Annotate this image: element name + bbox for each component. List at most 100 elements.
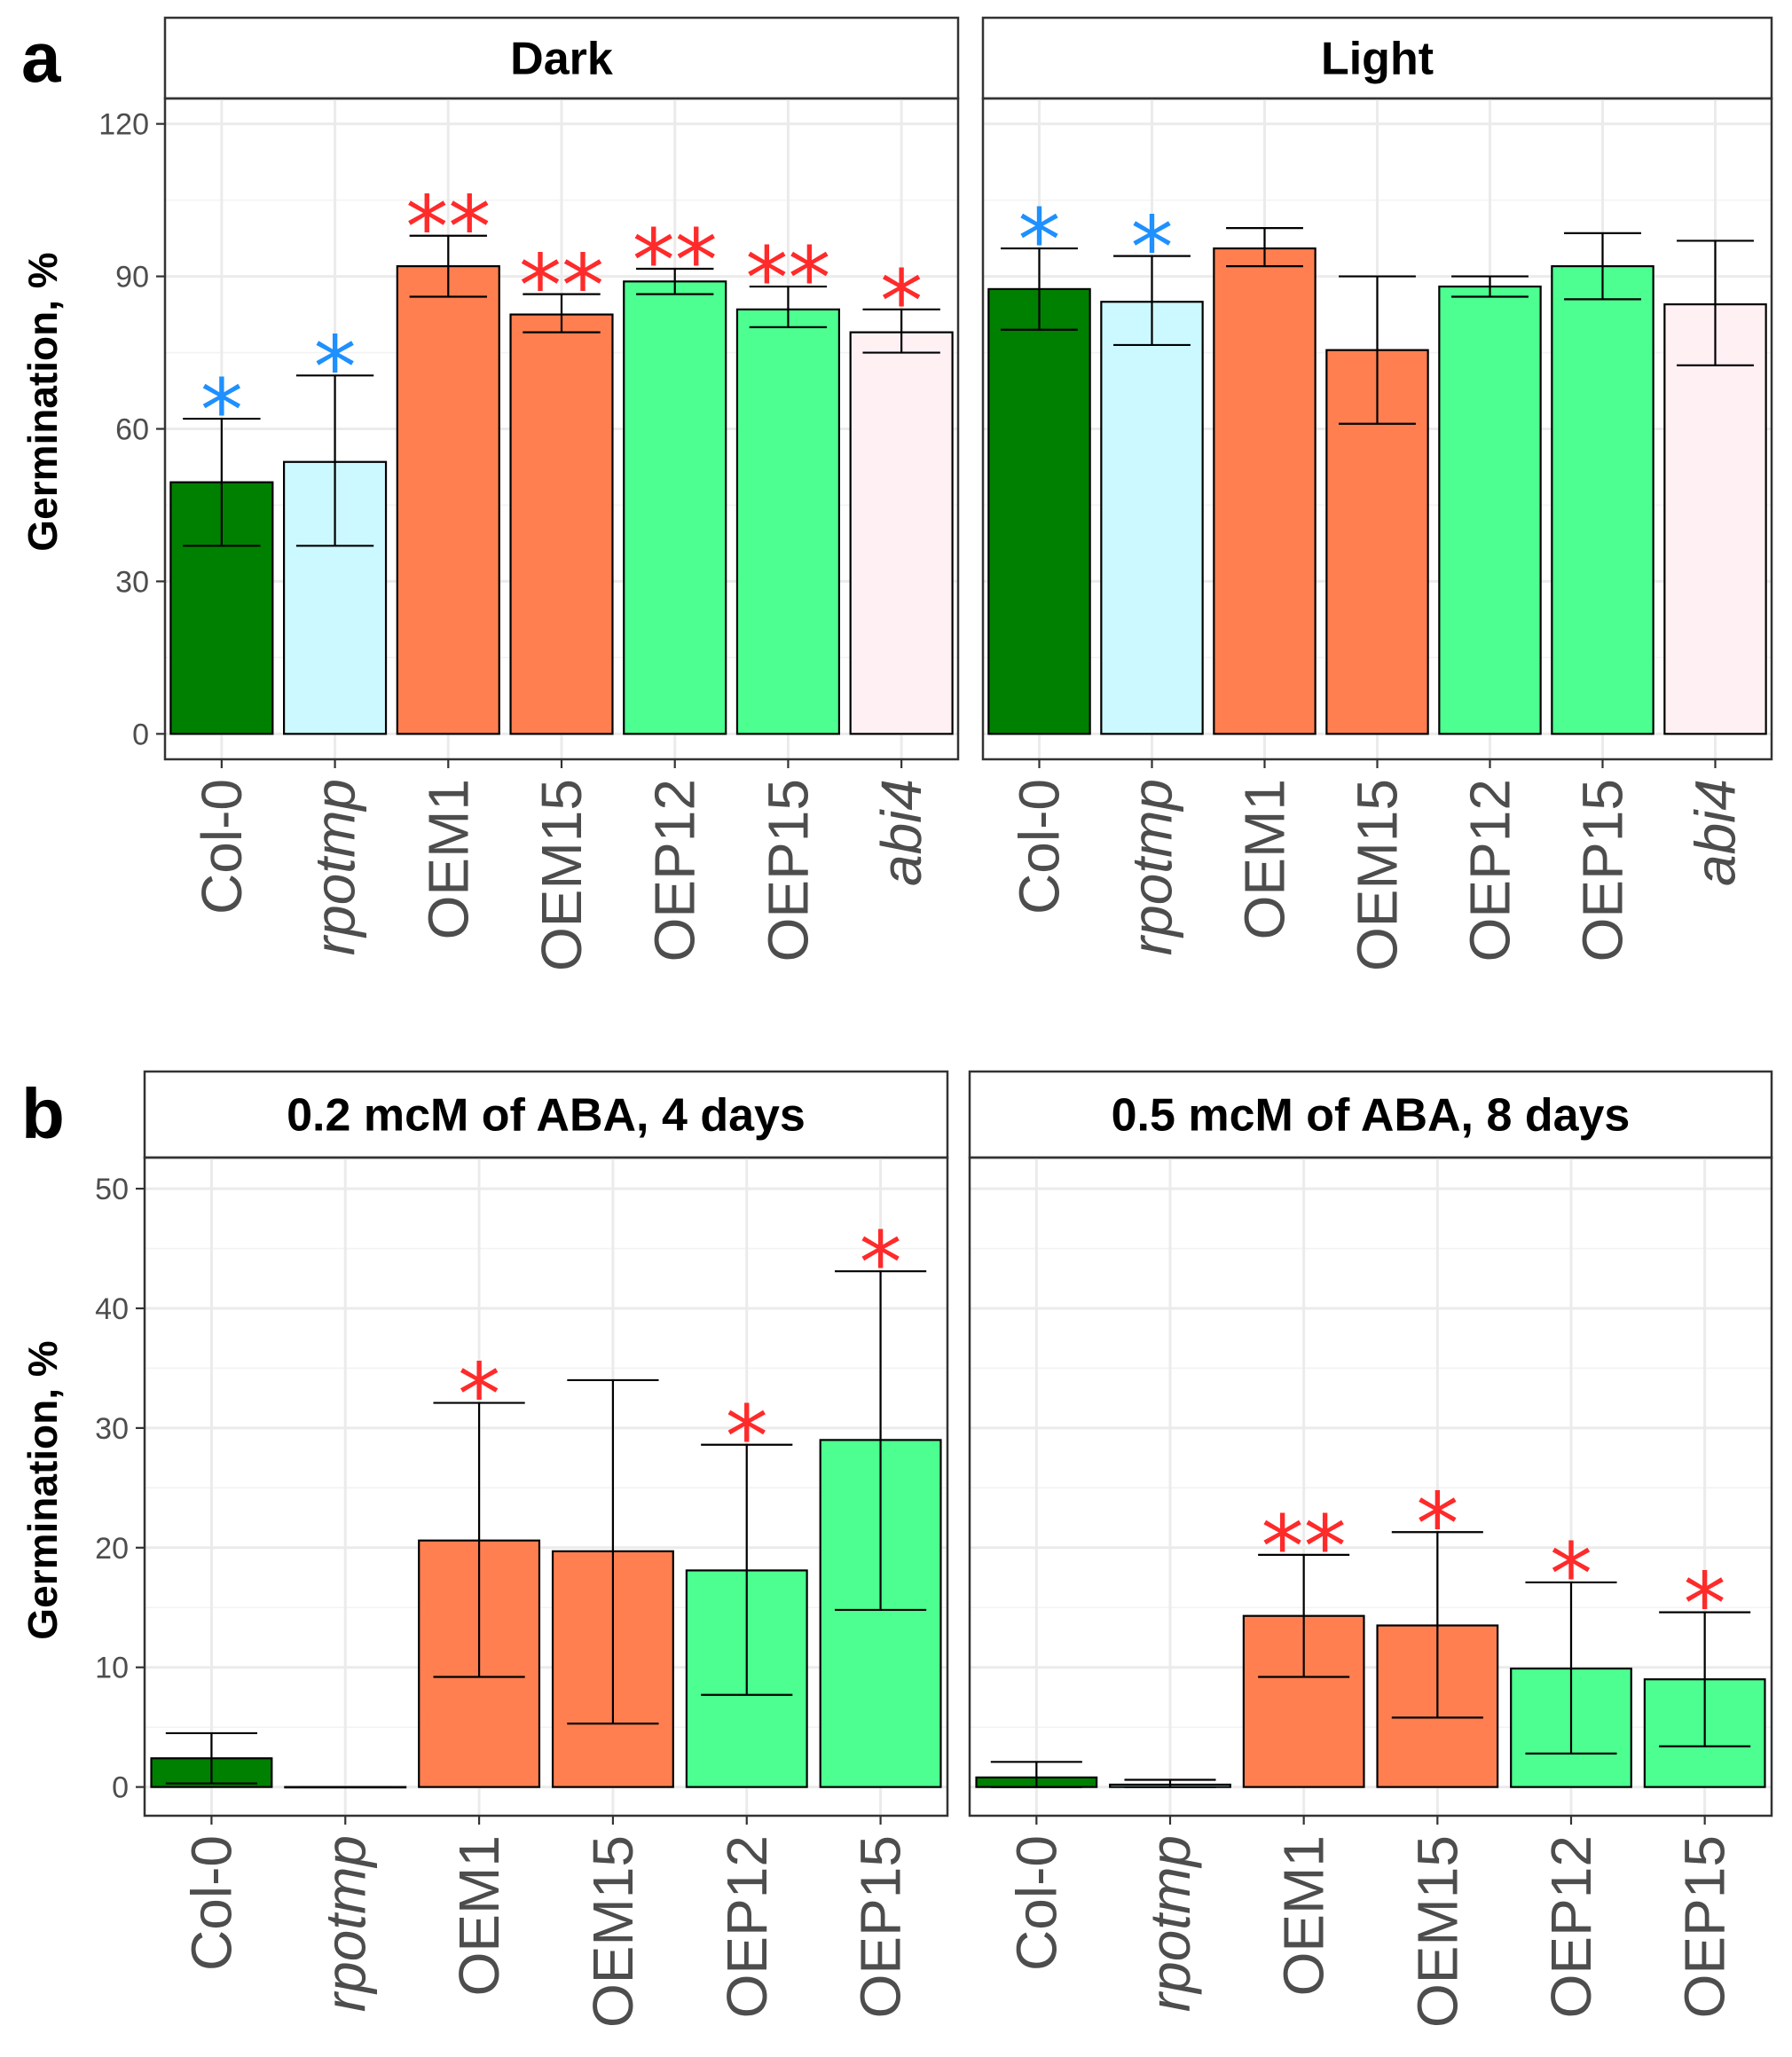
panel-label-b: b	[21, 1074, 65, 1153]
error-bar-OEP15	[834, 1270, 927, 1612]
error-bar-OEM1	[1258, 1553, 1350, 1678]
significance-abi4: *	[880, 252, 923, 351]
y-tick-label: 20	[95, 1532, 129, 1566]
x-tick-label-rpotmp: rpotmp	[313, 1835, 377, 2012]
significance-OEM15: *	[1416, 1474, 1458, 1574]
x-tick-label-OEM15: OEM15	[1405, 1835, 1469, 2028]
error-bar-OEM1	[1226, 227, 1303, 268]
significance-OEM1: **	[405, 178, 491, 278]
x-tick-label-OEM1: OEM1	[416, 779, 480, 939]
bar-OEP12	[623, 280, 727, 735]
error-bar-OEP12	[1525, 1581, 1617, 1755]
error-bar-Col-0	[990, 1761, 1082, 1788]
error-bar-OEP15	[749, 285, 828, 328]
significance-OEM15: **	[519, 237, 604, 336]
error-bar-OEM15	[1339, 275, 1416, 425]
strip-title: Dark	[510, 34, 613, 85]
significance-rpotmp: *	[314, 318, 357, 417]
strip-header	[968, 1070, 1773, 1159]
strip-header	[163, 16, 960, 100]
error-bar-Col-0	[165, 1731, 258, 1785]
panel-frame	[143, 1156, 949, 1818]
bar-OEM1	[396, 265, 500, 735]
bar-abi4	[849, 331, 954, 735]
x-tick-label-OEM1: OEM1	[1233, 779, 1297, 939]
strip-header	[143, 1070, 949, 1159]
y-tick-label: 50	[95, 1173, 129, 1206]
error-bar-rpotmp	[295, 374, 374, 547]
error-bar-OEM1	[409, 234, 487, 298]
x-tick-label-rpotmp: rpotmp	[1120, 779, 1184, 955]
bar-OEP15	[735, 308, 841, 735]
bar-OEM1	[1213, 247, 1316, 735]
bar-rpotmp	[1100, 301, 1204, 735]
error-bar-OEP15	[1564, 232, 1641, 301]
y-tick-label: 120	[98, 108, 149, 142]
significance-Col-0: *	[200, 361, 243, 460]
x-tick-label-Col-0: Col-0	[190, 779, 254, 915]
error-bar-OEM15	[523, 293, 601, 334]
error-bar-abi4	[1677, 239, 1754, 366]
error-bar-rpotmp	[1124, 1778, 1216, 1788]
significance-OEP12: *	[1550, 1525, 1592, 1624]
significance-OEM1: *	[458, 1346, 500, 1445]
x-tick-label-OEP12: OEP12	[1539, 1835, 1603, 2018]
x-tick-label-OEP12: OEP12	[643, 779, 707, 962]
significance-OEP15: **	[745, 229, 830, 328]
error-bar-OEP12	[636, 267, 714, 295]
panel-frame	[981, 97, 1773, 761]
y-tick-label: 10	[95, 1652, 129, 1685]
x-tick-label-rpotmp: rpotmp	[1138, 1835, 1202, 2012]
x-tick-label-OEM15: OEM15	[530, 779, 593, 971]
error-bar-OEM15	[1391, 1531, 1483, 1719]
strip-title: 0.5 mcM of ABA, 8 days	[1112, 1090, 1631, 1142]
bar-abi4	[1663, 302, 1767, 735]
significance-OEP15: *	[860, 1213, 902, 1313]
error-bar-Col-0	[1001, 247, 1078, 331]
strip-title: 0.2 mcM of ABA, 4 days	[287, 1090, 806, 1142]
y-tick-label: 90	[115, 261, 149, 294]
error-bar-OEP12	[701, 1443, 793, 1696]
x-tick-label-OEP12: OEP12	[715, 1835, 779, 2018]
y-axis-label-a: Germination, %	[20, 252, 66, 551]
error-bar-OEM15	[567, 1378, 659, 1725]
x-tick-label-rpotmp: rpotmp	[303, 779, 367, 955]
panel-a-right: Light * Col-0 * rpotmp OEM1 OEM15 OEP12 OEP15 abi…	[981, 16, 1773, 971]
bar-OEP12	[1438, 285, 1542, 735]
x-tick-label-OEP15: OEP15	[849, 1835, 913, 2018]
bar-Col-0	[987, 287, 1091, 735]
x-tick-label-OEM1: OEM1	[1272, 1835, 1336, 1996]
error-bar-OEM1	[433, 1401, 525, 1678]
x-tick-label-OEP15: OEP15	[756, 779, 820, 962]
significance-OEP12: **	[633, 211, 718, 310]
chart-panels: Dark*Col-0*rpotmp**OEM1**OEM15**OEP12**O…	[95, 16, 1773, 2028]
error-bar-abi4	[862, 308, 940, 354]
error-bar-Col-0	[183, 417, 261, 547]
panel-b-left: 0.2 mcM of ABA, 4 days Col-0 rpotmp * OEM1 OE…	[95, 1070, 949, 2028]
x-tick-label-OEP15: OEP15	[1673, 1835, 1737, 2018]
x-tick-label-abi4: abi4	[1684, 779, 1748, 886]
x-tick-label-OEP12: OEP12	[1458, 779, 1522, 962]
bar-OEM15	[509, 313, 614, 735]
panel-label-a: a	[21, 18, 61, 97]
x-tick-label-OEM15: OEM15	[1346, 779, 1410, 971]
x-tick-label-abi4: abi4	[869, 779, 933, 886]
y-axis-label-b: Germination, %	[20, 1340, 66, 1639]
y-tick-label: 30	[115, 565, 149, 599]
significance-OEP12: *	[726, 1387, 768, 1487]
error-bar-rpotmp	[1113, 255, 1191, 347]
panel-frame	[968, 1156, 1773, 1818]
y-tick-label: 30	[95, 1412, 129, 1446]
x-tick-label-OEM15: OEM15	[581, 1835, 645, 2028]
error-bar-OEP15	[1659, 1611, 1751, 1747]
panel-a-left: Dark * Col-0 * rpotmp ** OEM1 ** OEM15 ** OEP12 ** O…	[98, 16, 960, 971]
x-tick-label-Col-0: Col-0	[179, 1835, 243, 1971]
y-tick-label: 60	[115, 413, 149, 447]
significance-Col-0: *	[1018, 191, 1061, 290]
x-tick-label-OEM1: OEM1	[447, 1835, 511, 1996]
strip-header	[981, 16, 1773, 100]
y-tick-label: 0	[112, 1771, 129, 1805]
significance-rpotmp: *	[1131, 199, 1174, 298]
